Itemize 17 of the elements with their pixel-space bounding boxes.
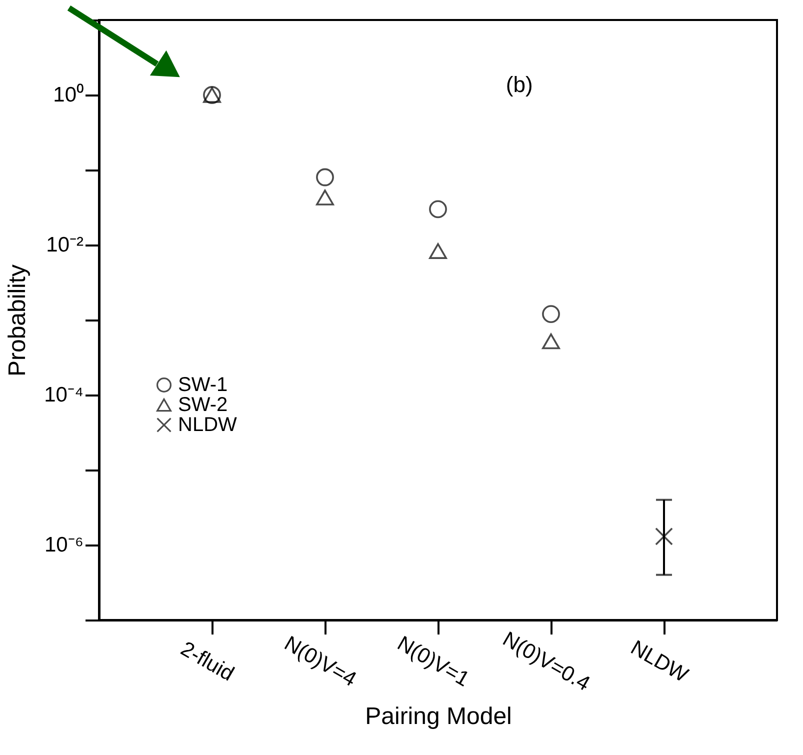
point [316,190,334,206]
y-tick-label: 10⁰ [53,84,84,106]
point [316,168,334,186]
point [429,243,447,259]
x-axis-title: Pairing Model [365,702,512,730]
annotation: (b) [506,72,533,97]
y-tick-label: 10⁻⁴ [44,384,84,406]
legend-label: SW-1 [178,374,228,396]
y-tick-label: 10⁻⁶ [44,534,84,556]
point [429,200,447,218]
point [655,527,673,546]
y-axis-title: Probability [4,264,32,377]
legend-label: NLDW [178,414,238,436]
point [542,305,560,324]
legend-label: SW-2 [178,394,228,416]
y-tick-label: 10⁻² [46,234,84,256]
point [542,333,560,350]
